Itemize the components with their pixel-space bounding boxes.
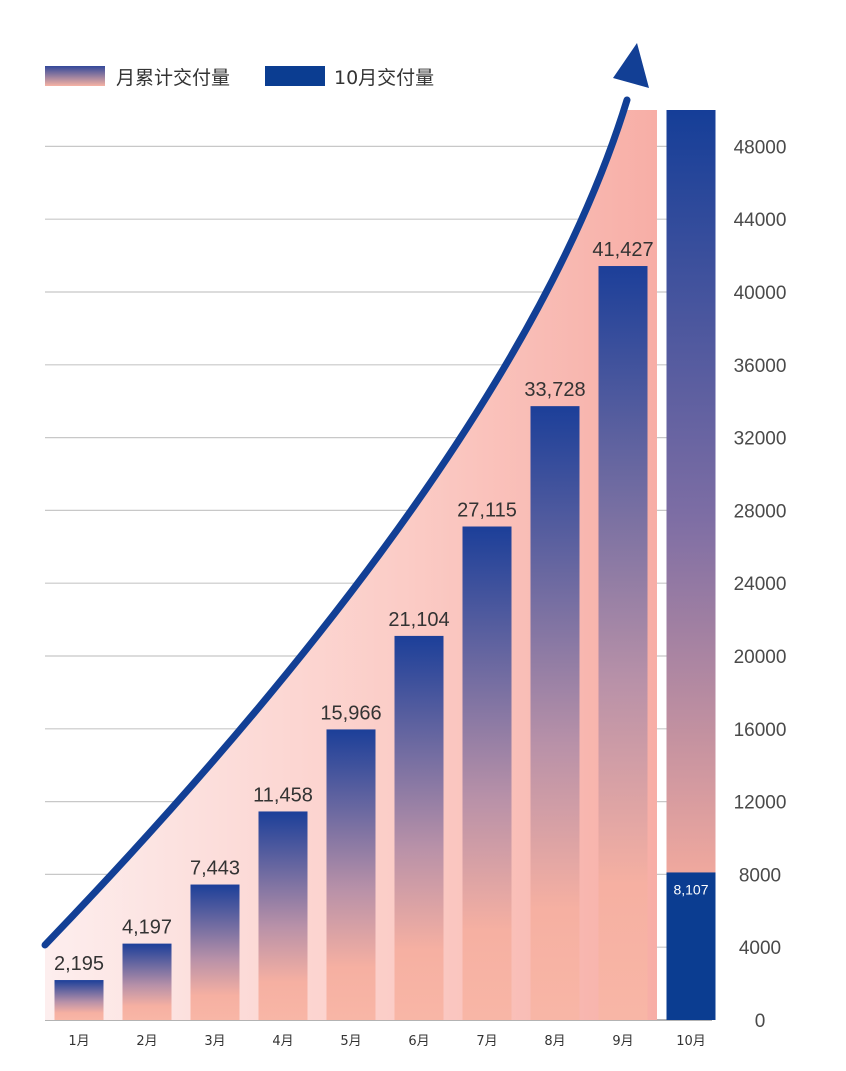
x-tick-label: 7月 bbox=[476, 1034, 497, 1049]
x-tick-label: 10月 bbox=[676, 1034, 706, 1049]
x-tick-label: 3月 bbox=[204, 1034, 225, 1049]
value-label: 27,115 bbox=[457, 500, 517, 522]
value-label: 33,728 bbox=[524, 379, 585, 401]
bar-4 bbox=[258, 811, 308, 1020]
growth-arrow-line bbox=[41, 96, 631, 949]
bar-7 bbox=[462, 526, 512, 1020]
value-labels: 2,195 4,197 7,443 11,458 15,966 21,104 27,115 3… bbox=[54, 239, 709, 975]
x-tick-label: 4月 bbox=[272, 1034, 293, 1049]
y-tick-label: 28000 bbox=[734, 501, 787, 522]
y-tick-label: 48000 bbox=[734, 137, 787, 158]
legend: 月累计交付量 10月交付量 bbox=[45, 66, 434, 89]
y-tick-label: 0 bbox=[755, 1011, 766, 1032]
y-tick-label: 4000 bbox=[739, 938, 781, 959]
bar-2 bbox=[122, 943, 172, 1020]
y-tick-label: 36000 bbox=[734, 356, 787, 377]
bar-10 bbox=[666, 110, 716, 1020]
bar-1 bbox=[54, 980, 104, 1020]
legend-swatch-cumulative bbox=[45, 66, 105, 86]
value-label: 21,104 bbox=[388, 609, 449, 631]
y-tick-label: 8000 bbox=[739, 865, 781, 886]
x-tick-label: 6月 bbox=[408, 1034, 429, 1049]
bar-6 bbox=[394, 635, 444, 1020]
y-tick-label: 32000 bbox=[734, 429, 787, 450]
x-tick-label: 5月 bbox=[340, 1034, 361, 1049]
y-tick-label: 44000 bbox=[734, 210, 787, 231]
x-tick-label: 1月 bbox=[68, 1034, 89, 1049]
x-axis: 1月 2月 3月 4月 5月 6月 7月 8月 9月 10月 bbox=[68, 1034, 705, 1049]
legend-swatch-october bbox=[265, 66, 325, 86]
bars bbox=[54, 110, 716, 1021]
x-tick-label: 8月 bbox=[544, 1034, 565, 1049]
y-axis: 0 4000 8000 12000 16000 20000 24000 28000 32000 3… bbox=[734, 137, 787, 1032]
bar-highlight-october bbox=[666, 872, 716, 1020]
y-tick-label: 12000 bbox=[734, 793, 787, 814]
value-label: 4,197 bbox=[122, 917, 172, 939]
y-tick-label: 24000 bbox=[734, 574, 787, 595]
value-label: 2,195 bbox=[54, 953, 104, 975]
growth-arrow-head bbox=[613, 43, 649, 88]
value-label: 41,427 bbox=[592, 239, 653, 261]
value-label: 11,458 bbox=[253, 784, 313, 806]
value-label: 7,443 bbox=[190, 858, 240, 880]
y-tick-label: 20000 bbox=[734, 647, 787, 668]
bar-9 bbox=[598, 266, 648, 1021]
bar-3 bbox=[190, 884, 240, 1020]
legend-label-cumulative: 月累计交付量 bbox=[116, 67, 230, 89]
x-tick-label: 9月 bbox=[612, 1034, 633, 1049]
x-tick-label: 2月 bbox=[136, 1034, 157, 1049]
y-tick-label: 16000 bbox=[734, 720, 787, 741]
value-label: 15,966 bbox=[320, 702, 381, 724]
y-tick-label: 40000 bbox=[734, 283, 787, 304]
growth-arrow bbox=[41, 43, 649, 949]
highlight-value-label: 8,107 bbox=[673, 881, 708, 897]
legend-label-october: 10月交付量 bbox=[334, 67, 434, 89]
bar-8 bbox=[530, 406, 580, 1020]
bar-5 bbox=[326, 729, 376, 1020]
